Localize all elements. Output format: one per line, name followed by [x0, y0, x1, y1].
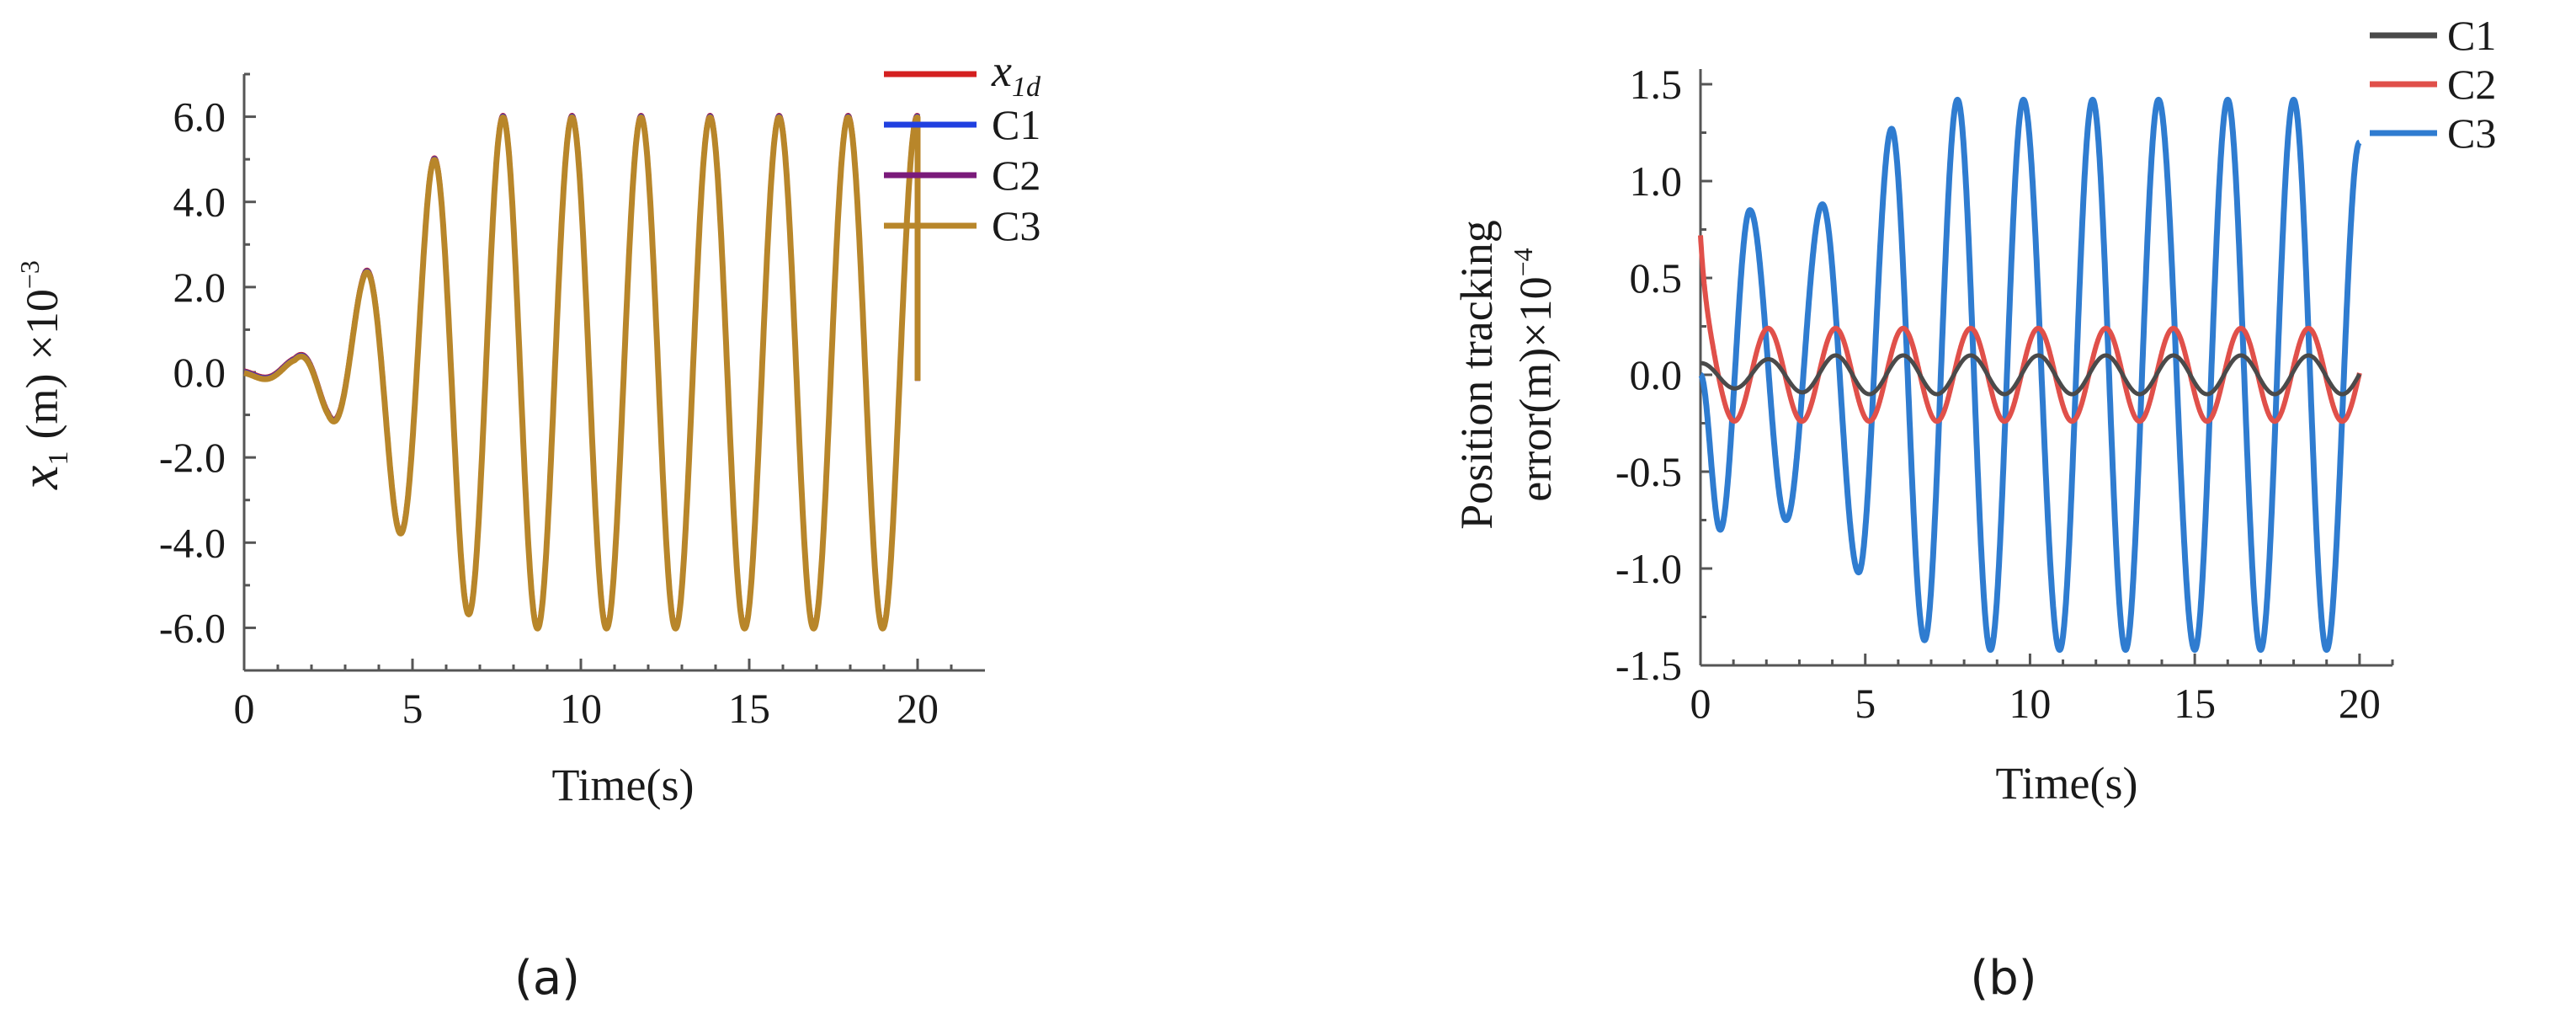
- panel-a-y-tick-label: -6.0: [159, 604, 226, 651]
- panel-a-y-tick-label: -2.0: [159, 434, 226, 481]
- panel-a-legend-label: C2: [992, 152, 1041, 199]
- panel-a-y-tick-label: 2.0: [173, 264, 226, 311]
- panel-a-y-exponent: −3: [14, 260, 45, 289]
- svg-text:x1(m)×10−3: x1 (m) ×10−3: [9, 260, 74, 490]
- panel-b-y-tick-label: -0.5: [1615, 448, 1682, 495]
- panel-a-y-multiplier: ×10: [17, 289, 67, 360]
- panel-a-chart: 0 5 10 15 20 6.0 4.0 2.0 0.0 -2.0 -4.0 -6.0 Time(s)…: [9, 45, 1041, 1006]
- panel-b-legend-label: C2: [2447, 61, 2496, 108]
- panel-a-legend-label: x1d: [991, 45, 1041, 103]
- panel-b-series-line: [1698, 353, 2362, 397]
- panel-b-y-exponent: −4: [1508, 248, 1538, 276]
- panel-b-y-tick-label: 0.5: [1630, 254, 1683, 302]
- panel-b-y-tick-label: 1.0: [1630, 157, 1683, 205]
- panel-b-x-tick-label: 10: [2009, 680, 2051, 727]
- panel-a-x-tick-label: 15: [728, 685, 770, 732]
- panel-a-x-axis-title: Time(s): [551, 760, 694, 810]
- panel-a-y-tick-label: 0.0: [173, 349, 226, 396]
- panel-b-legend-label: C1: [2447, 12, 2496, 59]
- panel-a-y-tick-label: 6.0: [173, 93, 226, 141]
- panel-b-y-title-line2: error(m)×10: [1510, 276, 1561, 501]
- panel-b-y-axis-title: Position tracking error(m)×10−4: [1451, 220, 1561, 529]
- svg-text:error(m)×10−4: error(m)×10−4: [1508, 248, 1561, 501]
- panel-a-y-axis-title: x1 (m) ×10−3: [9, 260, 74, 490]
- panel-b-y-tick-label: 1.5: [1630, 61, 1683, 108]
- panel-a-series-line: [242, 114, 921, 632]
- panel-b-series-line: [1698, 235, 2362, 424]
- panel-a-y-tick-label: 4.0: [173, 179, 226, 226]
- panel-b-x-tick-label: 20: [2339, 680, 2381, 727]
- panel-b-label: (b): [1970, 951, 2036, 1006]
- panel-a-y-symbol: x: [9, 466, 69, 490]
- panel-b-y-tick-label: -1.0: [1615, 545, 1682, 592]
- panel-a-legend-label: C1: [992, 101, 1041, 148]
- panel-a-x-tick-label: 5: [402, 685, 423, 732]
- panel-b-x-tick-label: 5: [1855, 680, 1876, 727]
- panel-a-y-subscript: 1: [43, 451, 74, 466]
- panel-b-y-tick-label: -1.5: [1615, 642, 1682, 689]
- panel-b-y-tick-label: 0.0: [1630, 351, 1683, 398]
- panel-b-series-line: [1697, 96, 2362, 654]
- panel-a-x-tick-label: 10: [560, 685, 602, 732]
- panel-b-y-title-line1: Position tracking: [1451, 220, 1502, 529]
- panel-a-label: (a): [514, 951, 580, 1006]
- panel-b-x-tick-label: 15: [2174, 680, 2216, 727]
- panel-b-legend-label: C3: [2447, 109, 2496, 157]
- panel-b-x-axis-title: Time(s): [1995, 758, 2137, 809]
- panel-b-chart: 0 5 10 15 20 1.5 1.0 0.5 0.0 -0.5 -1.0 -1.5 Time(s)…: [1451, 12, 2496, 1006]
- panel-a-legend-label: C3: [992, 202, 1041, 249]
- panel-a-y-tick-label: -4.0: [159, 519, 226, 566]
- panel-b-x-tick-label: 0: [1690, 680, 1711, 727]
- panel-a-y-unit: (m): [17, 374, 67, 440]
- panel-a-x-tick-label: 20: [897, 685, 939, 732]
- panel-a-x-tick-label: 0: [234, 685, 255, 732]
